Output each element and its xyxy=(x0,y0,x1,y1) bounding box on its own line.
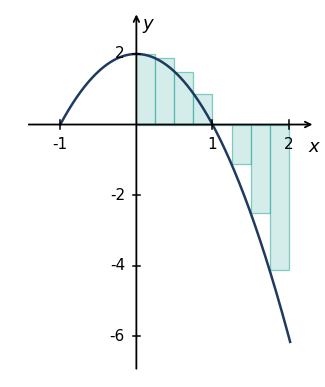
Text: 1: 1 xyxy=(208,137,217,152)
Bar xyxy=(136,54,155,125)
Text: 2: 2 xyxy=(284,137,293,152)
Text: x: x xyxy=(308,138,319,156)
Bar xyxy=(193,94,213,125)
Text: y: y xyxy=(142,15,153,33)
Text: 2: 2 xyxy=(115,46,125,62)
Text: -1: -1 xyxy=(53,137,68,152)
Bar xyxy=(175,72,193,125)
Bar xyxy=(231,125,251,164)
Text: -2: -2 xyxy=(110,188,125,202)
Text: -4: -4 xyxy=(110,258,125,273)
Bar xyxy=(251,125,269,213)
Bar xyxy=(269,125,289,270)
Bar xyxy=(155,58,175,125)
Text: -6: -6 xyxy=(110,329,125,344)
